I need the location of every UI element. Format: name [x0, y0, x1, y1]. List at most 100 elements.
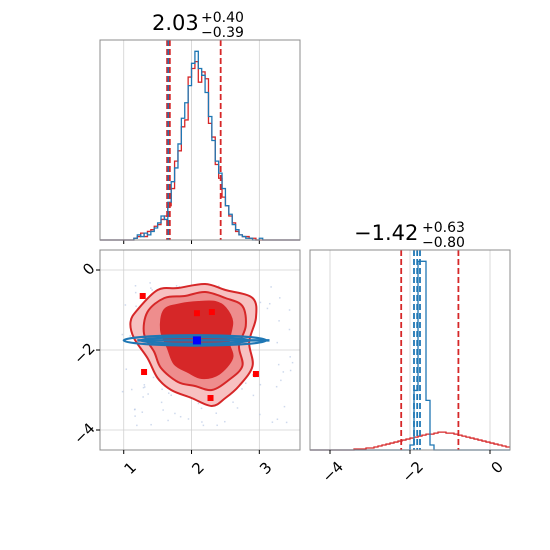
- sample-point: [178, 285, 181, 288]
- sample-point: [142, 396, 144, 398]
- sample-point: [276, 341, 279, 344]
- sample-point: [289, 369, 292, 372]
- sample-point: [160, 401, 163, 404]
- sample-point: [277, 363, 280, 366]
- sample-point: [241, 388, 243, 390]
- grid: [329, 250, 491, 450]
- title-plus: +0.63: [422, 220, 465, 236]
- histogram-step: [100, 60, 300, 241]
- sample-point: [244, 382, 247, 384]
- red-sample: [208, 309, 215, 315]
- x-tick: 3: [256, 458, 275, 477]
- sample-point: [150, 287, 152, 289]
- sample-point: [170, 394, 172, 397]
- sample-point: [162, 409, 164, 411]
- x-tick: −4: [319, 450, 347, 486]
- title-value: −1.42: [354, 221, 418, 245]
- sample-point: [124, 304, 127, 306]
- tick-label: −2: [70, 339, 98, 367]
- red-sample: [252, 371, 259, 377]
- sample-point: [141, 411, 144, 413]
- blue-contours: [122, 334, 270, 347]
- sample-point: [289, 356, 291, 358]
- sample-point: [259, 301, 262, 304]
- tick-label: 0: [487, 458, 506, 477]
- blue-peak: [192, 336, 201, 345]
- histogram-series: [100, 50, 300, 241]
- sample-point: [167, 392, 170, 394]
- title-minus: −0.80: [422, 235, 465, 251]
- sample-point: [121, 390, 124, 393]
- sample-point: [259, 413, 261, 416]
- title-value: 2.03: [152, 11, 199, 35]
- tick-label: 1: [121, 458, 140, 477]
- panel-bottom-left: 1 2 3 −4 −2 0: [70, 249, 301, 478]
- tick-label: −4: [319, 458, 347, 486]
- x-tick-labels: −4 −2 0: [319, 450, 507, 486]
- y-tick: −2: [70, 339, 98, 367]
- y-tick: 0: [79, 259, 98, 278]
- sample-point: [150, 423, 152, 426]
- sample-point: [175, 285, 178, 287]
- y-tick: −4: [70, 419, 98, 447]
- panel-title: −1.42 +0.63 −0.80: [354, 220, 465, 251]
- sample-point: [200, 407, 203, 410]
- panel-top-left: 2.03 +0.40 −0.39: [99, 10, 301, 244]
- sample-point: [252, 394, 255, 397]
- quantile-lines: [166, 40, 222, 240]
- sample-point: [143, 386, 146, 388]
- sample-point: [278, 320, 280, 322]
- sample-point: [187, 418, 190, 420]
- sample-point: [224, 420, 226, 423]
- sample-point: [232, 401, 234, 403]
- sample-point: [134, 291, 137, 294]
- quantile-lines: [400, 250, 460, 450]
- red-sample: [193, 310, 200, 317]
- tick-label: 3: [256, 458, 275, 477]
- sample-point: [259, 383, 262, 386]
- sample-point: [201, 421, 203, 423]
- sample-point: [134, 415, 136, 417]
- panel-bottom-right: −1.42 +0.63 −0.80 −4 −2 0: [309, 220, 511, 486]
- sample-point: [236, 407, 239, 409]
- sample-point: [149, 282, 151, 284]
- sample-point: [121, 333, 124, 336]
- sample-point: [218, 285, 220, 287]
- sample-point: [288, 309, 291, 311]
- sample-point: [161, 388, 163, 391]
- sample-point: [268, 302, 271, 305]
- x-tick: 1: [121, 458, 140, 477]
- sample-point: [215, 412, 218, 414]
- sample-point: [275, 385, 278, 388]
- sample-point: [129, 335, 131, 337]
- sample-point: [271, 421, 274, 423]
- sample-point: [216, 424, 218, 427]
- sample-point: [285, 421, 288, 424]
- sample-point: [135, 305, 137, 307]
- sample-point: [125, 368, 128, 370]
- sample-point: [134, 285, 137, 287]
- red-sample: [139, 293, 146, 299]
- sample-point: [197, 402, 200, 405]
- tick-label: 0: [79, 259, 98, 278]
- red-sample: [141, 369, 148, 375]
- sample-point: [131, 388, 133, 391]
- sample-point: [283, 405, 286, 408]
- sample-point: [174, 412, 176, 415]
- panel-frame: [99, 39, 301, 241]
- tick-label: 2: [188, 458, 207, 477]
- sample-point: [147, 393, 149, 395]
- sample-point: [266, 307, 269, 310]
- panel-title: 2.03 +0.40 −0.39: [152, 10, 244, 41]
- sample-point: [252, 374, 254, 376]
- x-tick: 2: [188, 458, 207, 477]
- sample-point: [136, 424, 138, 427]
- sample-point: [167, 419, 169, 422]
- sample-point: [202, 424, 205, 427]
- title-minus: −0.39: [201, 25, 244, 41]
- tick-label: −4: [70, 419, 98, 447]
- histogram-step: [100, 50, 300, 241]
- x-tick: 0: [487, 450, 507, 477]
- sample-point: [291, 361, 294, 364]
